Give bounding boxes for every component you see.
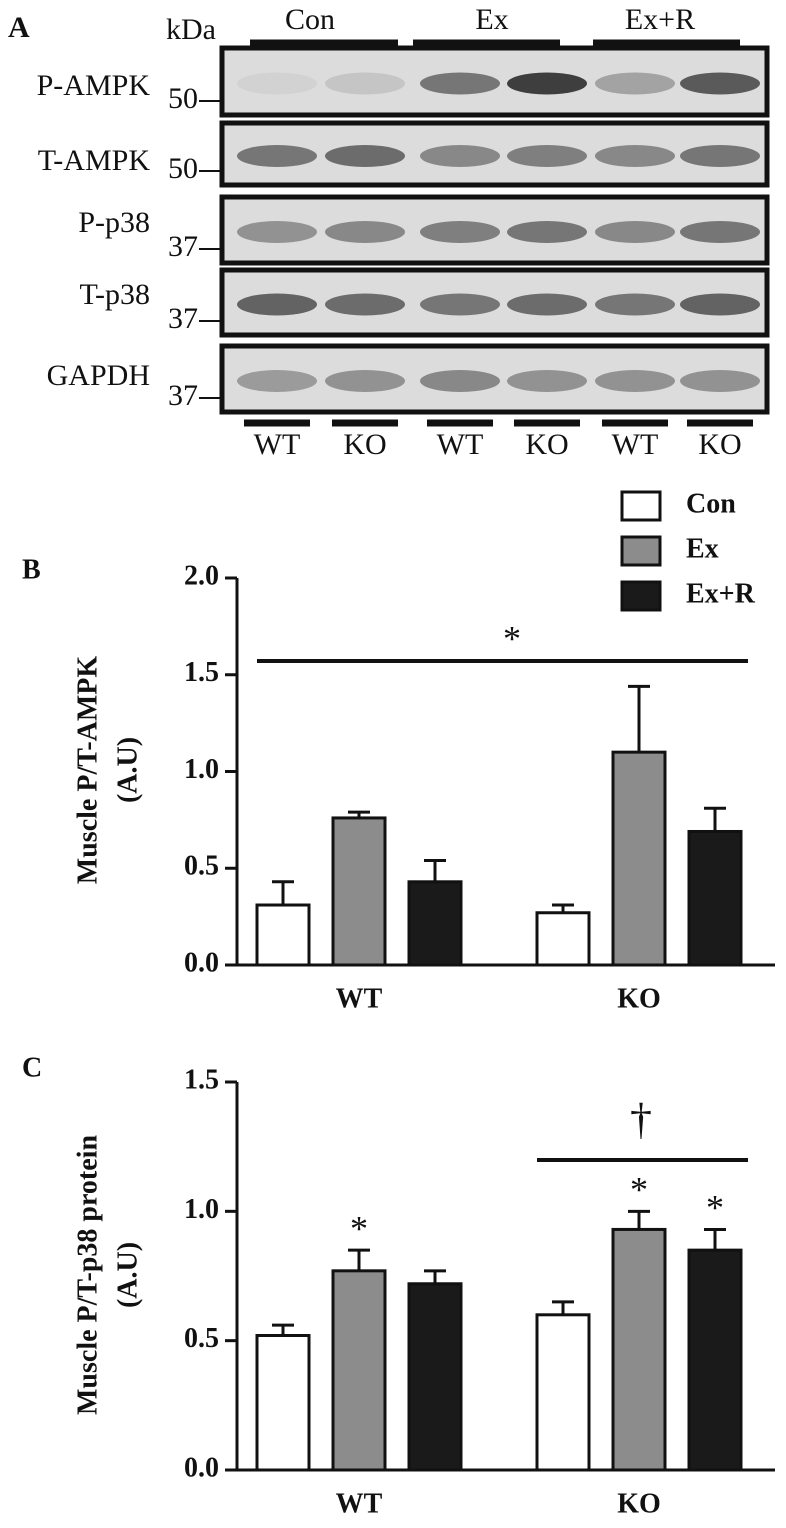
bar <box>611 750 667 967</box>
y-tick-label: 1.0 <box>184 1194 219 1225</box>
y-tick-label: 1.5 <box>184 1064 219 1095</box>
charts: B Muscle P/T-AMPK (A.U) 0.0 0.5 1.0 1.5 2.0 WT KO… <box>22 488 775 1519</box>
y-axis-title: (A.U) <box>112 1242 143 1308</box>
band <box>507 145 587 167</box>
blot-panel: A kDa Con Ex Ex+R <box>8 3 740 47</box>
band <box>420 293 500 316</box>
band <box>237 145 317 167</box>
legend-label: Ex <box>686 533 719 564</box>
legend-swatch <box>620 535 662 567</box>
band <box>325 145 405 167</box>
marker-label: 50 <box>168 82 198 115</box>
band <box>237 370 317 392</box>
y-axis-title: (A.U) <box>112 737 143 803</box>
band <box>420 370 500 392</box>
band <box>420 145 500 167</box>
legend-label: Ex+R <box>686 578 756 609</box>
group-label: Ex+R <box>625 3 695 36</box>
y-tick-label: 2.0 <box>184 560 219 591</box>
bar <box>255 903 311 967</box>
x-tick-label: WT <box>336 1488 383 1519</box>
band <box>595 370 675 392</box>
legend-swatch <box>620 490 662 522</box>
band <box>595 221 675 243</box>
marker-label: 37 <box>168 230 198 263</box>
y-tick-label: 0.5 <box>184 851 219 882</box>
x-tick-label: KO <box>617 983 661 1014</box>
bar <box>611 1227 667 1472</box>
lane-label: WT <box>612 428 659 461</box>
panel-label: B <box>22 554 41 585</box>
band <box>507 221 587 243</box>
band <box>595 72 675 95</box>
band <box>420 72 500 95</box>
y-tick-label: 1.0 <box>184 754 219 785</box>
band <box>680 72 760 95</box>
y-axis-title: Muscle P/T-AMPK <box>72 656 103 885</box>
annotation: * <box>503 618 521 658</box>
band <box>680 145 760 167</box>
band <box>595 293 675 316</box>
bar <box>331 1269 387 1472</box>
lane-label: WT <box>437 428 484 461</box>
band <box>420 221 500 243</box>
bar <box>687 829 743 967</box>
panel-label: A <box>8 11 30 44</box>
y-tick-label: 1.5 <box>184 657 219 688</box>
band <box>507 370 587 392</box>
band <box>237 293 317 316</box>
lane-label: WT <box>254 428 301 461</box>
lane-label: KO <box>698 428 741 461</box>
annotation: * <box>630 1170 648 1210</box>
y-tick-label: 0.0 <box>184 1452 219 1483</box>
group-label: Con <box>285 3 335 36</box>
band <box>680 370 760 392</box>
band <box>325 221 405 243</box>
row-label: P-p38 <box>78 206 150 239</box>
marker-label: 37 <box>168 302 198 335</box>
row-label: GAPDH <box>47 359 150 392</box>
x-tick-label: KO <box>617 1488 661 1519</box>
blot-rows: P-AMPK 50 T-AMPK 50 P-p38 37 T-p38 37 GAPDH 37 WT K… <box>37 45 770 461</box>
bar <box>407 1282 463 1472</box>
y-axis-title: Muscle P/T-p38 protein <box>72 1135 103 1415</box>
marker-label: 50 <box>168 152 198 185</box>
band <box>237 72 317 95</box>
lane-label: KO <box>343 428 386 461</box>
band <box>507 293 587 316</box>
band <box>680 293 760 316</box>
panel-label: C <box>22 1052 42 1083</box>
blot-box <box>219 343 770 415</box>
band <box>237 221 317 243</box>
legend-label: Con <box>686 488 736 519</box>
bar <box>255 1333 311 1472</box>
band <box>325 293 405 316</box>
row-label: P-AMPK <box>37 69 151 102</box>
annotation: † <box>630 1095 652 1144</box>
x-tick-label: WT <box>336 983 383 1014</box>
band <box>325 370 405 392</box>
kda-label: kDa <box>166 13 216 46</box>
band <box>507 72 587 95</box>
bar <box>535 1313 591 1472</box>
annotation: * <box>350 1208 368 1248</box>
band <box>325 72 405 95</box>
bar <box>687 1248 743 1472</box>
y-tick-label: 0.5 <box>184 1323 219 1354</box>
legend-swatch <box>620 580 662 612</box>
row-label: T-AMPK <box>38 144 151 177</box>
bar <box>407 880 463 967</box>
marker-label: 37 <box>168 379 198 412</box>
bar <box>331 816 387 967</box>
bar <box>535 911 591 967</box>
band <box>680 221 760 243</box>
y-tick-label: 0.0 <box>184 947 219 978</box>
band <box>595 145 675 167</box>
annotation: * <box>706 1188 724 1228</box>
group-label: Ex <box>475 3 508 36</box>
row-label: T-p38 <box>79 278 150 311</box>
lane-label: KO <box>525 428 568 461</box>
